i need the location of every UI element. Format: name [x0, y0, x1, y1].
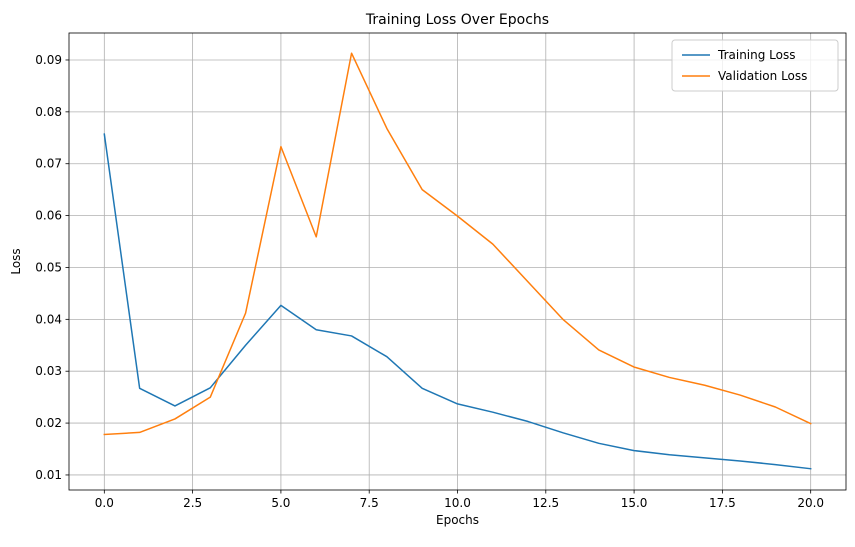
y-tick-label: 0.04 — [35, 312, 62, 326]
series-line-training-loss — [103, 133, 812, 470]
x-tick-label: 12.5 — [532, 496, 559, 510]
x-tick-label: 5.0 — [271, 496, 290, 510]
x-tick-label: 15.0 — [621, 496, 648, 510]
y-tick-label: 0.03 — [35, 364, 62, 378]
legend-label-validation-loss: Validation Loss — [718, 69, 807, 83]
x-tick-label: 7.5 — [360, 496, 379, 510]
legend-box — [671, 39, 839, 92]
legend-label-training-loss: Training Loss — [717, 48, 795, 62]
x-tick-label: 10.0 — [444, 496, 471, 510]
series-layer — [103, 52, 812, 470]
x-tick-label: 20.0 — [797, 496, 824, 510]
series-line-validation-loss — [103, 52, 812, 436]
y-axis-label: Loss — [9, 248, 23, 274]
chart-title: Training Loss Over Epochs — [365, 12, 549, 28]
x-tick-label: 17.5 — [709, 496, 736, 510]
x-tick-label: 2.5 — [183, 496, 202, 510]
y-tick-label: 0.07 — [35, 157, 62, 171]
y-tick-label: 0.08 — [35, 105, 62, 119]
x-tick-label: 0.0 — [95, 496, 114, 510]
tick-layer: 0.0 2.5 5.0 7.5 10.0 12.5 15.0 17.5 20.0 0.01 0.02… — [35, 53, 824, 510]
x-axis-label: Epochs — [436, 513, 479, 527]
y-tick-label: 0.02 — [35, 416, 62, 430]
legend: Training Loss Validation Loss — [671, 39, 839, 92]
y-tick-label: 0.05 — [35, 260, 62, 274]
y-tick-label: 0.09 — [35, 53, 62, 67]
y-tick-label: 0.01 — [35, 468, 62, 482]
y-tick-label: 0.06 — [35, 209, 62, 223]
